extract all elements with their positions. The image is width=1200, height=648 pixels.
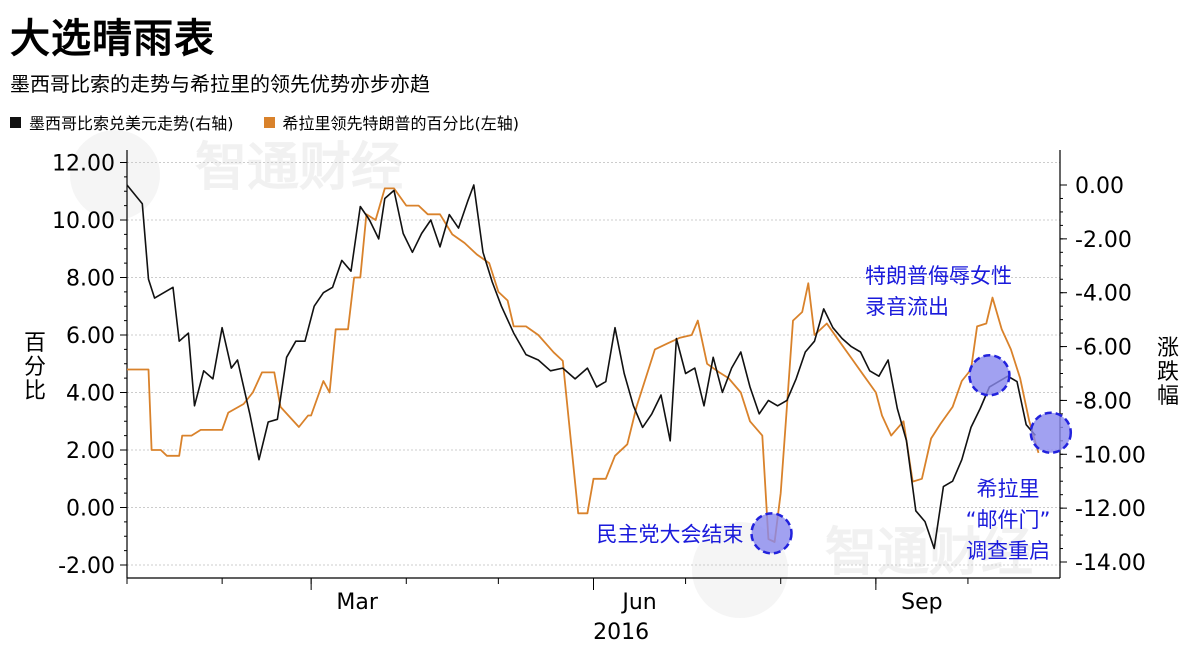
annotation-label: 录音流出 — [865, 295, 949, 319]
annotation-marker — [968, 354, 1011, 397]
left-axis-tick-label: -2.00 — [58, 554, 115, 579]
x-axis-year-label: 2016 — [593, 620, 649, 645]
right-axis-tick-label: -2.00 — [1075, 228, 1132, 253]
legend-swatch-clinton — [263, 116, 275, 128]
right-axis-title: 跌 — [1157, 360, 1179, 385]
annotation-label: “邮件门” — [966, 508, 1051, 532]
left-axis-tick-label: 2.00 — [66, 439, 115, 464]
right-axis-tick-label: -8.00 — [1075, 389, 1132, 414]
left-axis-title: 百 — [24, 331, 46, 356]
left-axis-tick-label: 12.00 — [52, 152, 115, 177]
left-axis-tick-label: 6.00 — [66, 324, 115, 349]
x-axis-tick-label: Sep — [901, 590, 942, 615]
annotation-marker — [750, 512, 793, 555]
right-axis-tick-label: -12.00 — [1075, 497, 1146, 522]
left-axis-title: 比 — [24, 379, 46, 404]
watermark-text: 智通财经 — [195, 138, 403, 198]
right-axis-tick-label: -6.00 — [1075, 336, 1132, 361]
left-axis-title: 分 — [24, 355, 46, 380]
legend-label-clinton: 希拉里领先特朗普的百分比(左轴) — [282, 114, 520, 133]
left-axis-tick-label: 4.00 — [66, 382, 115, 407]
annotation-label: 调查重启 — [966, 539, 1050, 563]
x-axis-tick-label: Jun — [620, 590, 656, 615]
legend-item-clinton: 希拉里领先特朗普的百分比(左轴) — [263, 110, 520, 134]
series-line-clinton-lead — [127, 187, 1040, 543]
legend: 墨西哥比索兑美元走势(右轴) 希拉里领先特朗普的百分比(左轴) — [10, 110, 519, 134]
series-line-peso — [126, 184, 1037, 550]
left-axis-tick-label: 10.00 — [52, 209, 115, 234]
right-axis-tick-label: -14.00 — [1075, 551, 1146, 576]
annotation-marker — [1029, 411, 1073, 454]
right-axis-title: 幅 — [1157, 384, 1179, 409]
annotation-label: 希拉里 — [977, 477, 1040, 501]
right-axis-tick-label: -10.00 — [1075, 443, 1146, 468]
legend-label-peso: 墨西哥比索兑美元走势(右轴) — [29, 114, 234, 133]
right-axis-title: 涨 — [1157, 336, 1179, 361]
right-axis-tick-label: -4.00 — [1075, 282, 1132, 307]
annotation-label: 民主党大会结束 — [597, 522, 744, 546]
legend-item-peso: 墨西哥比索兑美元走势(右轴) — [10, 110, 234, 134]
right-axis-tick-label: 0.00 — [1075, 174, 1124, 199]
chart-title: 大选晴雨表 — [10, 16, 215, 62]
annotation-label: 特朗普侮辱女性 — [865, 264, 1012, 288]
left-axis-tick-label: 0.00 — [66, 497, 115, 522]
x-axis-tick-label: Mar — [336, 590, 378, 615]
left-axis-tick-label: 8.00 — [66, 267, 115, 292]
legend-swatch-peso — [10, 116, 21, 128]
chart-subtitle: 墨西哥比索的走势与希拉里的领先优势亦步亦趋 — [10, 72, 430, 96]
